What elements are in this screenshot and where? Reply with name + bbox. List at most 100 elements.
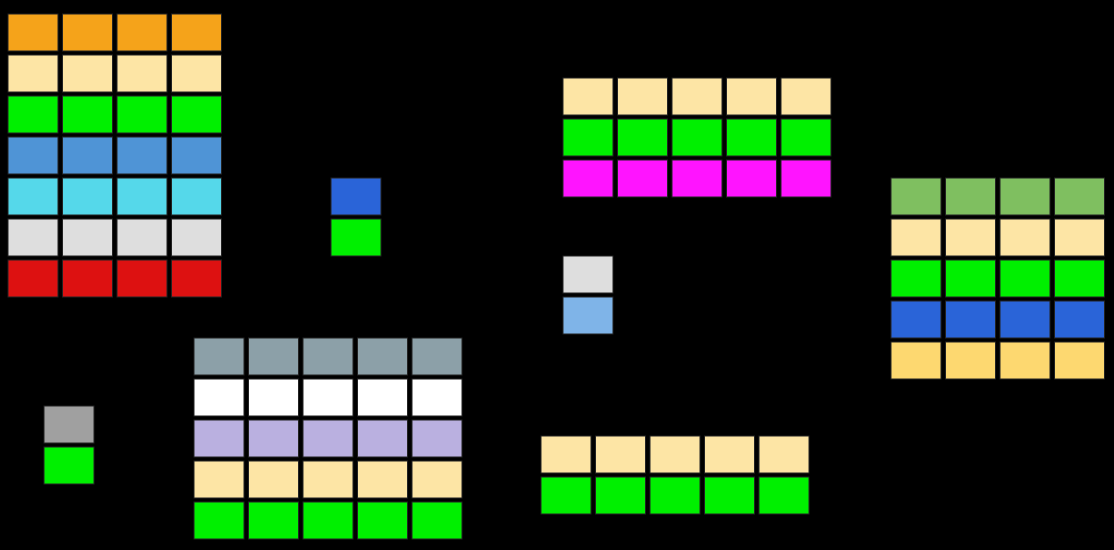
cell bbox=[411, 501, 463, 540]
cell bbox=[7, 95, 59, 134]
cell bbox=[562, 255, 614, 294]
cell bbox=[411, 378, 463, 417]
cell bbox=[7, 259, 59, 298]
cell bbox=[726, 159, 777, 198]
cell bbox=[116, 136, 168, 175]
cell bbox=[248, 501, 299, 540]
cell bbox=[780, 77, 832, 116]
cell bbox=[999, 218, 1051, 257]
cell bbox=[890, 177, 942, 216]
cell bbox=[357, 501, 408, 540]
grid bbox=[7, 13, 222, 298]
cell bbox=[330, 218, 382, 257]
cell bbox=[357, 460, 408, 499]
cell bbox=[704, 435, 755, 474]
cell bbox=[945, 341, 996, 380]
cell bbox=[704, 476, 755, 515]
cell bbox=[890, 341, 942, 380]
cell bbox=[62, 259, 113, 298]
cell bbox=[248, 460, 299, 499]
cell bbox=[1054, 218, 1105, 257]
cell bbox=[945, 300, 996, 339]
cell bbox=[357, 419, 408, 458]
cell bbox=[248, 337, 299, 376]
cell bbox=[540, 476, 592, 515]
cell bbox=[171, 13, 222, 52]
cell bbox=[43, 405, 95, 444]
grid bbox=[890, 177, 1105, 380]
grid bbox=[193, 337, 463, 540]
cell bbox=[330, 177, 382, 216]
cell bbox=[780, 118, 832, 157]
cell bbox=[726, 77, 777, 116]
cell bbox=[62, 218, 113, 257]
cell bbox=[945, 218, 996, 257]
cell bbox=[357, 337, 408, 376]
cell bbox=[302, 501, 354, 540]
cell bbox=[193, 460, 245, 499]
cell bbox=[890, 259, 942, 298]
cell bbox=[171, 177, 222, 216]
cell bbox=[562, 296, 614, 335]
cell bbox=[357, 378, 408, 417]
cell bbox=[248, 419, 299, 458]
cell bbox=[171, 218, 222, 257]
grid bbox=[330, 177, 382, 257]
cell bbox=[649, 435, 701, 474]
cell bbox=[1054, 341, 1105, 380]
cell bbox=[116, 95, 168, 134]
cell bbox=[7, 13, 59, 52]
cell bbox=[62, 13, 113, 52]
cell bbox=[62, 136, 113, 175]
cell bbox=[999, 259, 1051, 298]
cell bbox=[62, 54, 113, 93]
cell bbox=[302, 460, 354, 499]
cell bbox=[116, 218, 168, 257]
cell bbox=[411, 460, 463, 499]
cell bbox=[758, 476, 810, 515]
cell bbox=[171, 95, 222, 134]
grid bbox=[562, 255, 614, 335]
cell bbox=[999, 341, 1051, 380]
grid bbox=[43, 405, 95, 485]
cell bbox=[540, 435, 592, 474]
cell bbox=[1054, 300, 1105, 339]
cell bbox=[890, 300, 942, 339]
cell bbox=[945, 177, 996, 216]
cell bbox=[562, 159, 614, 198]
cell bbox=[411, 419, 463, 458]
cell bbox=[193, 501, 245, 540]
cell bbox=[302, 419, 354, 458]
cell bbox=[116, 259, 168, 298]
cell bbox=[171, 54, 222, 93]
cell bbox=[116, 13, 168, 52]
cell bbox=[671, 159, 723, 198]
cell bbox=[43, 446, 95, 485]
cell bbox=[62, 177, 113, 216]
cell bbox=[649, 476, 701, 515]
cell bbox=[171, 259, 222, 298]
cell bbox=[7, 177, 59, 216]
cell bbox=[1054, 259, 1105, 298]
cell bbox=[1054, 177, 1105, 216]
cell bbox=[7, 54, 59, 93]
cell bbox=[171, 136, 222, 175]
grid bbox=[562, 77, 832, 198]
cell bbox=[116, 54, 168, 93]
cell bbox=[890, 218, 942, 257]
cell bbox=[780, 159, 832, 198]
cell bbox=[945, 259, 996, 298]
cell bbox=[562, 118, 614, 157]
cell bbox=[671, 77, 723, 116]
cell bbox=[193, 419, 245, 458]
cell bbox=[617, 159, 668, 198]
cell bbox=[726, 118, 777, 157]
cell bbox=[562, 77, 614, 116]
cell bbox=[617, 118, 668, 157]
cell bbox=[7, 136, 59, 175]
cell bbox=[671, 118, 723, 157]
cell bbox=[758, 435, 810, 474]
cell bbox=[411, 337, 463, 376]
cell bbox=[62, 95, 113, 134]
